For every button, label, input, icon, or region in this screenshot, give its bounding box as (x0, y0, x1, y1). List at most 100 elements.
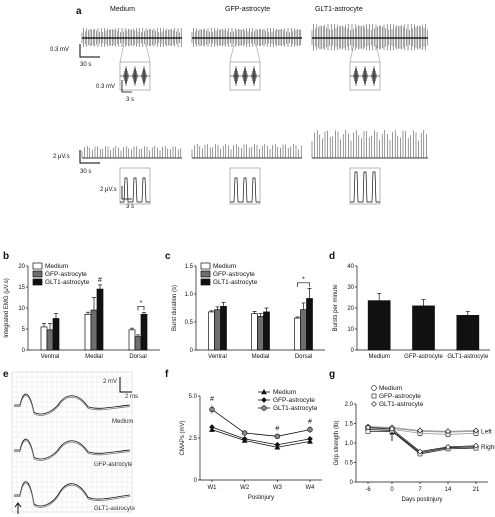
y-tick-label: 10 (18, 306, 25, 312)
panel-c-chart: 00.51.01.5Burst duration (s)VentralMedia… (172, 263, 325, 360)
legend-swatch (33, 279, 42, 285)
x-tick-label: 0 (390, 487, 394, 493)
y-axis-label: Bursts per minute (333, 284, 339, 332)
y-tick-label: 20 (18, 264, 25, 270)
inset-integrated-bottom (120, 178, 150, 202)
y-tick-label: 1.0 (345, 441, 354, 447)
significance-bracket (138, 306, 144, 310)
legend-label: Medium (273, 389, 296, 396)
bar (457, 315, 479, 350)
series-label-left: Left (481, 428, 492, 435)
y-tick-label: 1.5 (345, 422, 354, 428)
bar (252, 314, 258, 350)
emg-integrated-trace-bottom (192, 144, 301, 158)
bar (97, 289, 103, 350)
data-point (210, 425, 215, 430)
x-tick-label: 14 (445, 487, 452, 493)
significance-marker: * (302, 276, 305, 283)
x-tick-label: 7 (418, 487, 422, 493)
bar (129, 330, 135, 350)
bar (141, 314, 147, 350)
significance-marker: # (308, 419, 312, 426)
series-line (212, 427, 310, 445)
legend-label: Medium (45, 263, 68, 270)
series-label-right: Right (481, 444, 495, 451)
emg-trace-top (312, 24, 427, 51)
data-point (210, 407, 215, 412)
inset-integrated-bottom (230, 178, 260, 202)
legend-label: Medium (213, 263, 236, 270)
inset-connector (256, 44, 260, 62)
y-tick-label: 0 (190, 348, 194, 354)
legend-marker (262, 398, 267, 403)
x-tick-label: Ventral (41, 354, 60, 360)
panel-a-bottom-scale-y: 2 μV.s (53, 154, 70, 160)
bar (295, 318, 301, 350)
x-tick-label: Ventral (208, 354, 227, 360)
panel-label-d: d (329, 251, 335, 262)
panel-label-b: b (3, 251, 9, 262)
legend-label: GFP-astrocyte (379, 393, 421, 400)
y-tick-label: 1.0 (185, 292, 194, 298)
y-tick-label: 0 (350, 480, 354, 486)
x-tick-label: GLT1-astrocyte (447, 354, 489, 360)
bar (221, 306, 227, 350)
legend-label: GFP-astrocyte (273, 397, 315, 404)
data-point (242, 431, 247, 436)
legend-swatch (33, 263, 42, 269)
data-point (308, 436, 313, 441)
significance-marker: # (275, 425, 279, 432)
panel-label-g: g (329, 369, 335, 380)
y-tick-label: 10 (347, 327, 354, 333)
panel-a-top-inset-scale-y: 0.3 mV (96, 84, 115, 90)
bar (264, 312, 270, 350)
y-tick-label: 0.5 (185, 320, 194, 326)
y-tick-label: 0 (351, 348, 355, 354)
bar (91, 310, 97, 350)
bar (258, 316, 264, 350)
y-tick-label: 5.0 (189, 394, 198, 400)
y-tick-label: 40 (347, 264, 354, 270)
scale-bar-bottom-inset (122, 186, 132, 199)
x-tick-label: 21 (473, 487, 480, 493)
bar (41, 327, 47, 350)
legend-marker (262, 406, 267, 411)
cmap-stimulus-arrow (15, 503, 21, 514)
panel-a-bottom-inset-scale-y: 2 μV.s (100, 187, 117, 193)
emg-integrated-trace-bottom (82, 146, 181, 158)
x-tick-label: W3 (273, 485, 283, 491)
panel-b-chart: 05101520Integrated EMG (μV.s)VentralMedi… (4, 263, 160, 360)
panel-a-top-scale-y: 0.3 mV (50, 47, 69, 53)
y-tick-label: 20 (347, 306, 354, 312)
legend-marker (372, 386, 377, 391)
bar (53, 319, 59, 351)
significance-marker: * (140, 300, 143, 307)
data-point (275, 442, 280, 447)
bar (413, 306, 435, 350)
x-tick-label: W2 (240, 485, 250, 491)
y-tick-label: 0.5 (345, 461, 354, 467)
y-tick-label: 0 (22, 348, 26, 354)
legend-marker (372, 394, 376, 398)
data-point (275, 434, 280, 439)
legend-label: GLT1-astrocyte (379, 401, 424, 408)
legend-label: GFP-astrocyte (45, 271, 87, 278)
panel-label-f: f (165, 369, 169, 380)
y-axis-label: Burst duration (s) (172, 285, 178, 331)
legend-swatch (201, 263, 210, 269)
y-axis-label: CMAPs (mV) (180, 421, 186, 456)
panel-a-traces (80, 24, 428, 204)
panel-f-chart: 02.55.0W1W2W3W4PostinjuryCMAPs (mV)Mediu… (180, 389, 322, 501)
bar (368, 301, 390, 350)
y-tick-label: 2.5 (189, 436, 198, 442)
legend-label: GLT1-astrocyte (213, 279, 258, 286)
emg-integrated-trace-bottom (312, 130, 426, 158)
panel-a-top-inset-scale-x: 3 s (126, 97, 134, 103)
legend-marker (372, 402, 377, 407)
x-tick-label: Dorsal (129, 354, 146, 360)
panel-a-header-gfp: GFP-astrocyte (225, 6, 270, 13)
panel-label-e: e (3, 369, 9, 380)
bar (307, 298, 313, 350)
injury-arrow (390, 432, 394, 441)
x-tick-label: GFP-astrocyte (404, 354, 443, 360)
